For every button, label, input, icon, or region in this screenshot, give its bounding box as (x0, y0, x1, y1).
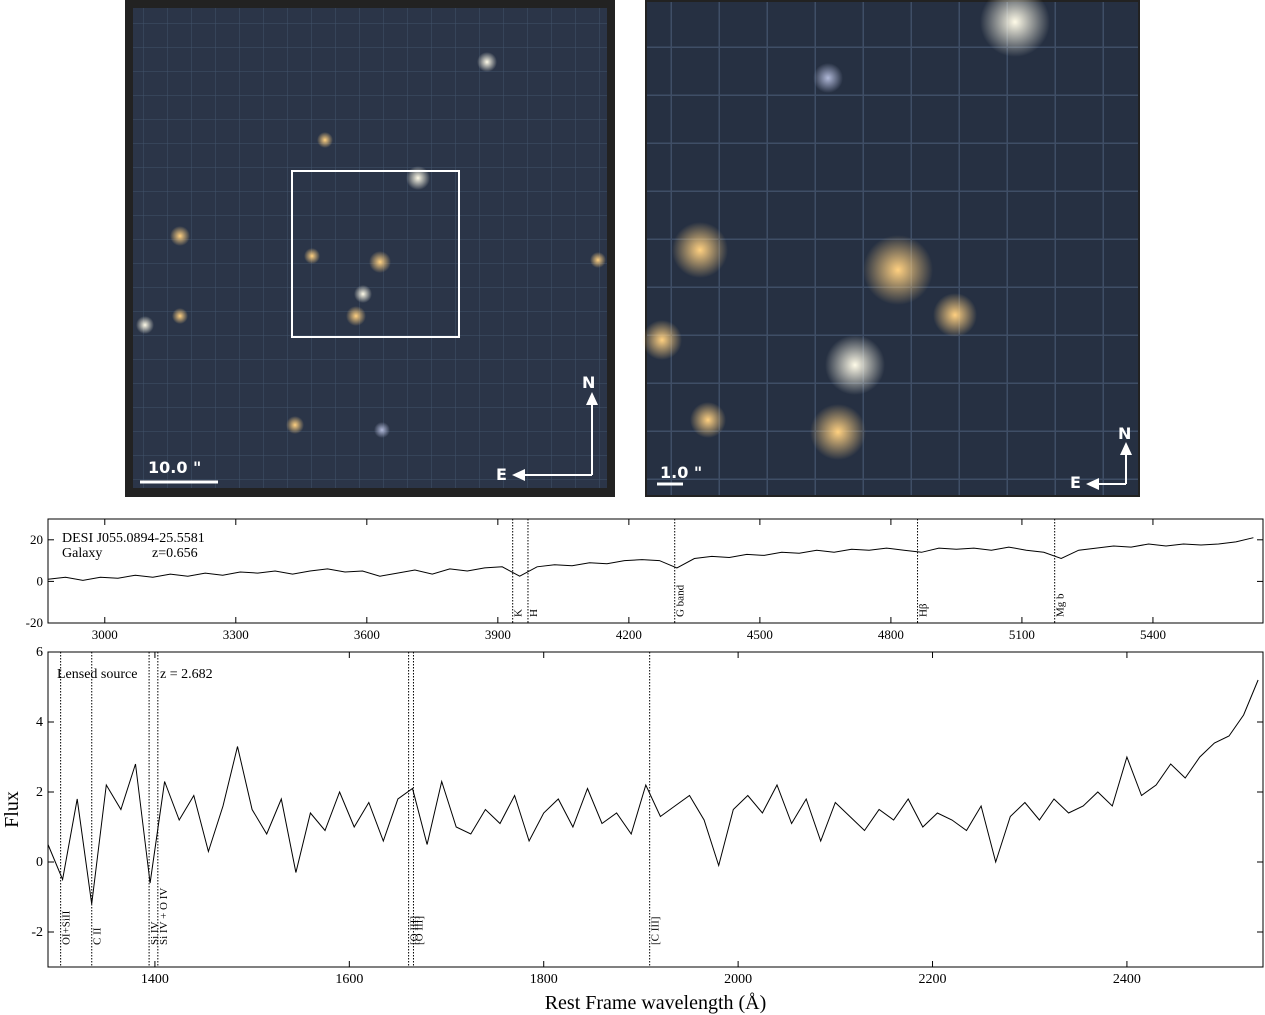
x-tick-label: 2000 (724, 972, 752, 987)
scale-label: 10.0 " (148, 458, 201, 477)
y-tick-label: 20 (30, 532, 43, 547)
x-axis-label: Rest Frame wavelength (Å) (545, 992, 767, 1014)
x-tick-label: 3000 (92, 627, 118, 642)
plot-frame (47, 518, 1264, 624)
x-tick-label: 1800 (530, 972, 558, 987)
x-tick-label: 4200 (616, 627, 642, 642)
feature-label: OI+SiII (61, 910, 73, 945)
feature-label: Si IV (149, 921, 161, 945)
y-tick-label: 2 (36, 785, 43, 800)
y-tick-label: 6 (36, 645, 43, 660)
annotation: z = 2.682 (160, 667, 213, 682)
feature-label: C II (92, 927, 104, 945)
annotation: z=0.656 (152, 546, 198, 561)
x-tick-label: 3900 (485, 627, 511, 642)
east-label: E (1070, 473, 1081, 492)
y-tick-label: -2 (31, 925, 43, 940)
scale-label: 1.0 " (660, 463, 702, 482)
north-label: N (582, 373, 595, 392)
x-tick-label: 2400 (1113, 972, 1141, 987)
feature-label: Si IV + O IV (158, 888, 170, 945)
x-tick-label: 4500 (747, 627, 773, 642)
annotation: DESI J055.0894-25.5581 (62, 531, 205, 546)
image-wide: 10.0 " N E (125, 0, 615, 497)
y-axis-label: Flux (1, 791, 23, 828)
feature-label: Hβ (918, 603, 930, 617)
feature-label: [C III] (650, 917, 662, 945)
x-tick-label: 5400 (1140, 627, 1166, 642)
feature-label: H (528, 609, 540, 617)
y-tick-label: -20 (26, 615, 43, 630)
spectra: 3000 3300 3600 3900 4200 4500 4800 5100 5400-200… (1, 518, 1264, 1014)
feature-label: [O III] (413, 916, 425, 945)
image-zoom: 1.0 " N E (642, 0, 1140, 497)
y-tick-label: 0 (37, 573, 44, 588)
x-tick-label: 3300 (223, 627, 249, 642)
x-tick-label: 1400 (141, 972, 169, 987)
x-tick-label: 1600 (335, 972, 363, 987)
feature-label: [O III] (409, 916, 421, 945)
x-tick-label: 3600 (354, 627, 380, 642)
x-tick-label: 2200 (919, 972, 947, 987)
annotation: Lensed source (57, 667, 137, 682)
x-tick-label: 4800 (878, 627, 904, 642)
spectrum-line (47, 679, 1259, 905)
feature-label: K (513, 609, 525, 617)
feature-label: Mg b (1055, 593, 1067, 617)
north-label: N (1118, 424, 1131, 443)
annotation: Galaxy (62, 546, 102, 561)
spectrum-line (47, 537, 1254, 581)
plot-frame (47, 651, 1264, 968)
east-label: E (496, 465, 507, 484)
x-tick-label: 5100 (1009, 627, 1035, 642)
y-tick-label: 4 (36, 715, 43, 730)
y-tick-label: 0 (36, 855, 43, 870)
feature-label: G band (675, 584, 687, 617)
